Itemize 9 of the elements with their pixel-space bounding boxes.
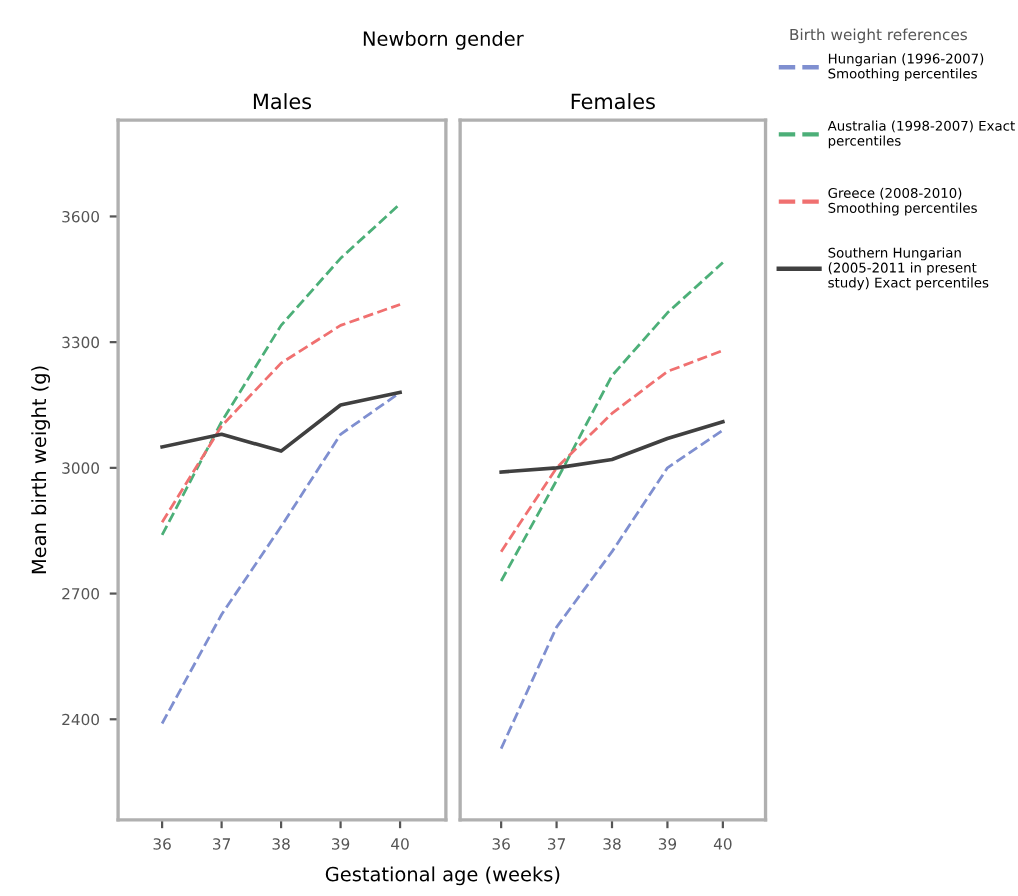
text: Newborn gender [363, 30, 524, 50]
line-series [160, 391, 402, 725]
line-series [160, 390, 402, 453]
x-axis-title: Gestational age (weeks) [325, 866, 560, 886]
chart-title: Males [253, 93, 312, 110]
chart-title: Females [571, 93, 655, 110]
line-series [160, 202, 402, 537]
line-series [160, 303, 402, 524]
y-axis-title: Mean birth weight (g) [31, 366, 51, 574]
